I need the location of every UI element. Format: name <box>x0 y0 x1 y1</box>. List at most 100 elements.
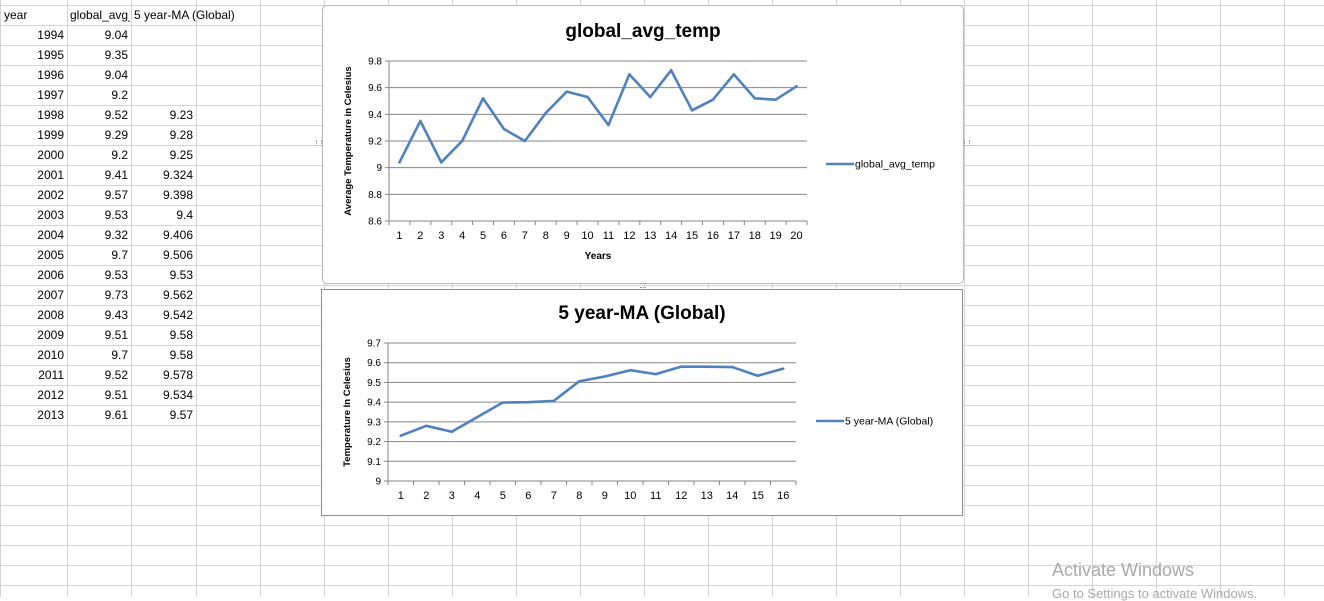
data-point <box>586 95 589 99</box>
cell-5-year-ma[interactable]: 9.406 <box>162 228 193 242</box>
chart-global-avg-temp[interactable]: global_avg_temp 8.6 8.8 9 9.2 9.4 9.6 9.8 1 2 3 4 5 6… <box>322 5 964 284</box>
x-tick-label: 11 <box>603 230 614 242</box>
header-cell-year[interactable]: year <box>4 8 28 22</box>
cell-global-avg-temp[interactable]: 9.41 <box>104 168 128 182</box>
x-tick-label: 9 <box>564 230 570 242</box>
data-point <box>502 127 506 131</box>
data-point <box>577 379 581 383</box>
cell-global-avg-temp[interactable]: 9.35 <box>104 48 128 62</box>
cell-global-avg-temp[interactable]: 9.53 <box>104 268 128 282</box>
cell-5-year-ma[interactable]: 9.57 <box>169 408 193 422</box>
cell-global-avg-temp[interactable]: 9.32 <box>104 228 128 242</box>
cell-year[interactable]: 2000 <box>37 148 64 162</box>
cell-global-avg-temp[interactable]: 9.29 <box>104 128 128 142</box>
x-tick-label: 4 <box>474 490 480 502</box>
cell-5-year-ma[interactable] <box>131 65 193 85</box>
cell-global-avg-temp[interactable]: 9.52 <box>104 108 128 122</box>
data-point <box>501 401 505 404</box>
cell-5-year-ma[interactable] <box>131 45 193 65</box>
cell-year[interactable]: 2007 <box>37 288 64 302</box>
cell-global-avg-temp[interactable]: 9.04 <box>104 28 128 42</box>
cell-5-year-ma[interactable] <box>131 85 193 105</box>
header-cell-global-avg-temp[interactable]: global_avg_temp <box>70 8 130 22</box>
cell-year[interactable]: 2006 <box>37 268 64 282</box>
cell-global-avg-temp[interactable]: 9.7 <box>111 248 128 262</box>
y-axis-label: Average Temperature in Celesius <box>343 66 354 215</box>
cell-year[interactable]: 2009 <box>37 328 64 342</box>
chart-resize-handle-bottom[interactable] <box>640 283 646 288</box>
cell-global-avg-temp[interactable]: 9.53 <box>104 208 128 222</box>
x-tick-label: 10 <box>581 230 593 242</box>
x-tick-label: 4 <box>459 230 465 242</box>
cell-global-avg-temp[interactable]: 9.2 <box>111 148 128 162</box>
cell-5-year-ma[interactable]: 9.398 <box>162 188 193 202</box>
x-tick-label: 6 <box>501 230 507 242</box>
y-tick-label: 9.5 <box>367 378 381 389</box>
cell-global-avg-temp[interactable]: 9.73 <box>104 288 128 302</box>
x-tick-label: 9 <box>602 490 608 502</box>
chart-5-year-ma[interactable]: 5 year-MA (Global) 9 9.1 9.2 9.3 9.4 9.5 9.6 9.7… <box>321 289 963 516</box>
x-tick-label: 16 <box>777 490 789 502</box>
cell-global-avg-temp[interactable]: 9.7 <box>111 348 128 362</box>
cell-5-year-ma[interactable]: 9.4 <box>176 208 193 222</box>
series-line <box>400 365 784 437</box>
cell-year[interactable]: 2004 <box>37 228 64 242</box>
cell-5-year-ma[interactable]: 9.562 <box>162 288 193 302</box>
cell-year[interactable]: 2001 <box>37 168 64 182</box>
cell-global-avg-temp[interactable]: 9.52 <box>104 368 128 382</box>
cell-5-year-ma[interactable]: 9.28 <box>169 128 193 142</box>
cell-year[interactable]: 1998 <box>37 108 64 122</box>
cell-5-year-ma[interactable]: 9.324 <box>162 168 193 182</box>
cell-5-year-ma[interactable]: 9.25 <box>169 148 193 162</box>
data-point <box>399 434 403 437</box>
cell-5-year-ma[interactable]: 9.534 <box>162 388 193 402</box>
cell-year[interactable]: 2008 <box>37 308 64 322</box>
cell-year[interactable]: 2013 <box>37 408 64 422</box>
cell-5-year-ma[interactable]: 9.53 <box>169 268 193 282</box>
cell-year[interactable]: 2002 <box>37 188 64 202</box>
data-point <box>481 97 485 100</box>
x-tick-label: 6 <box>525 490 531 502</box>
cell-year[interactable]: 2005 <box>37 248 64 262</box>
cell-5-year-ma[interactable]: 9.23 <box>169 108 193 122</box>
cell-year[interactable]: 1996 <box>37 68 64 82</box>
data-point <box>654 372 658 376</box>
cell-5-year-ma[interactable]: 9.542 <box>162 308 193 322</box>
x-tick-label: 8 <box>576 490 582 502</box>
cell-5-year-ma[interactable]: 9.578 <box>162 368 193 382</box>
cell-year[interactable]: 1997 <box>37 88 64 102</box>
cell-global-avg-temp[interactable]: 9.43 <box>104 308 128 322</box>
cell-year[interactable]: 2003 <box>37 208 64 222</box>
cell-global-avg-temp[interactable]: 9.04 <box>104 68 128 82</box>
x-tick-label: 1 <box>398 490 404 502</box>
data-point <box>526 400 530 404</box>
cell-global-avg-temp[interactable]: 9.51 <box>104 388 128 402</box>
data-point <box>795 85 798 88</box>
cell-5-year-ma[interactable]: 9.58 <box>169 348 193 362</box>
x-tick-label: 11 <box>650 490 661 502</box>
header-cell-5-year-ma[interactable]: 5 year-MA (Global) <box>134 8 235 22</box>
chart-resize-handle-left[interactable] <box>316 140 322 146</box>
x-tick-label: 2 <box>423 490 429 502</box>
y-tick-label: 8.6 <box>368 217 382 228</box>
series-line <box>398 69 798 164</box>
data-point <box>753 97 757 100</box>
cell-5-year-ma[interactable] <box>131 25 193 45</box>
cell-year[interactable]: 2012 <box>37 388 64 402</box>
cell-year[interactable]: 1995 <box>37 48 64 62</box>
cell-global-avg-temp[interactable]: 9.2 <box>111 88 128 102</box>
cell-global-avg-temp[interactable]: 9.57 <box>104 188 128 202</box>
chart-resize-handle-right[interactable] <box>964 140 970 146</box>
cell-5-year-ma[interactable]: 9.506 <box>162 248 193 262</box>
cell-global-avg-temp[interactable]: 9.61 <box>104 408 128 422</box>
cell-global-avg-temp[interactable]: 9.51 <box>104 328 128 342</box>
cell-5-year-ma[interactable]: 9.58 <box>169 328 193 342</box>
cell-year[interactable]: 1999 <box>37 128 64 142</box>
x-tick-label: 3 <box>449 490 455 502</box>
cell-year[interactable]: 1994 <box>37 28 64 42</box>
cell-year[interactable]: 2011 <box>38 368 64 382</box>
cell-year[interactable]: 2010 <box>37 348 64 362</box>
y-tick-label: 9 <box>376 163 382 174</box>
y-axis-label: Temperature In Celesius <box>342 357 353 467</box>
